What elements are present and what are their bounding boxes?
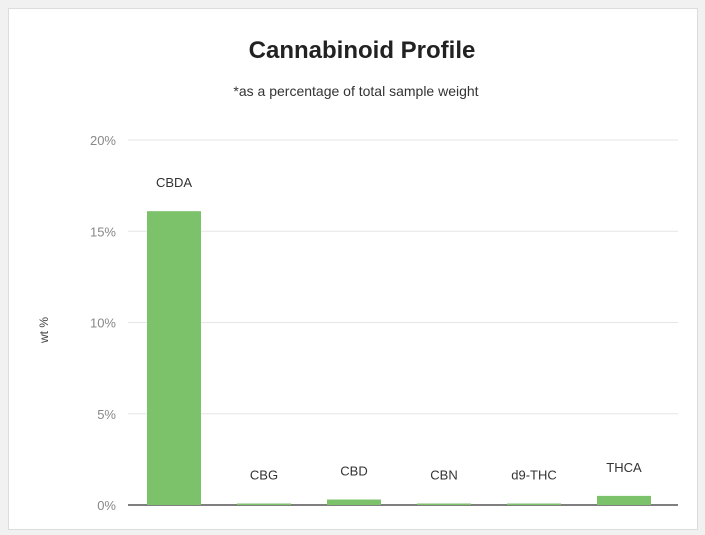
bar-d9-thc <box>507 503 561 505</box>
chart-subtitle: *as a percentage of total sample weight <box>233 83 478 99</box>
bar-label-cbd: CBD <box>340 464 367 479</box>
bar-cbda <box>147 211 201 506</box>
y-axis-label: wt % <box>37 317 51 344</box>
bar-thca <box>597 495 651 505</box>
y-tick-label: 0% <box>97 498 116 513</box>
chart-card <box>8 8 698 530</box>
grid-layer: 0% 5% 10% 15% 20% <box>90 133 678 513</box>
bar-label-thca: THCA <box>606 460 642 475</box>
bar-cbn <box>417 503 471 505</box>
bar-label-cbn: CBN <box>430 468 457 483</box>
y-tick-label: 15% <box>90 224 116 239</box>
bar-label-d9-thc: d9-THC <box>511 468 557 483</box>
bar-cbg <box>237 503 291 505</box>
data-labels-layer: CBDA CBG CBD CBN d9-THC THCA <box>156 175 642 482</box>
bar-cbd <box>327 499 381 505</box>
bar-label-cbda: CBDA <box>156 175 192 190</box>
y-tick-label: 10% <box>90 316 116 331</box>
y-tick-label: 20% <box>90 133 116 148</box>
y-tick-label: 5% <box>97 407 116 422</box>
bars-layer <box>147 211 651 506</box>
chart-title: Cannabinoid Profile <box>249 37 476 64</box>
bar-label-cbg: CBG <box>250 468 278 483</box>
